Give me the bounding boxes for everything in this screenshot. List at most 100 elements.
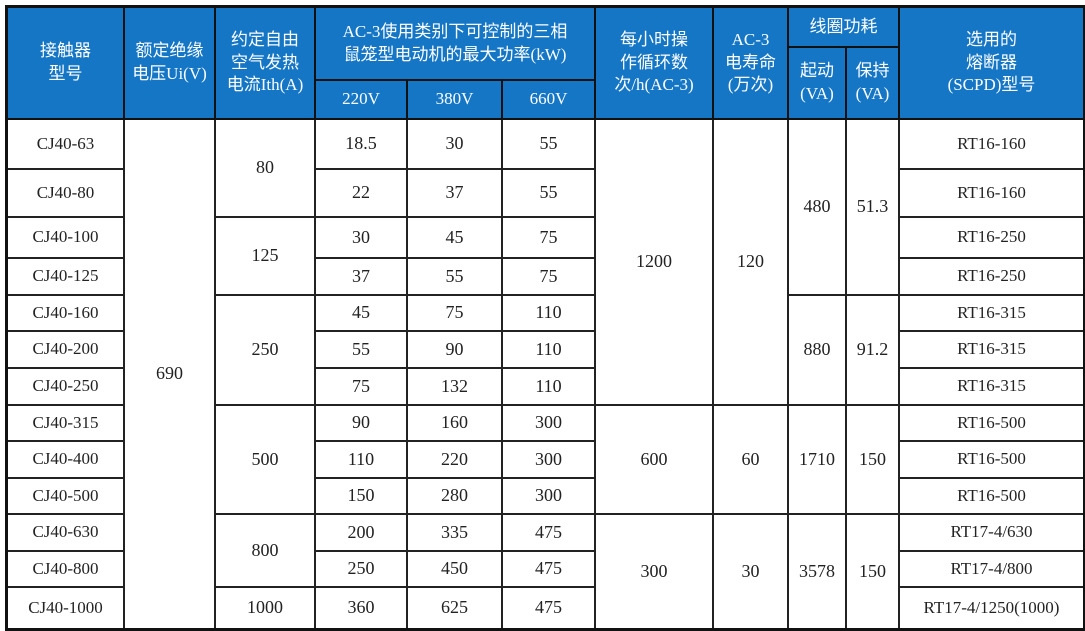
cell-start-1710: 1710	[789, 406, 847, 515]
cell-model-9: CJ40-500	[8, 479, 125, 515]
cell-p220-6: 75	[316, 369, 408, 406]
cell-model-0: CJ40-63	[8, 120, 125, 170]
cell-p380-0: 30	[408, 120, 503, 170]
cell-fuse-1: RT16-160	[900, 170, 1083, 218]
contactor-spec-table: 接触器 型号 额定绝缘 电压Ui(V) 约定自由 空气发热 电流Ith(A) A…	[5, 5, 1085, 631]
cell-p660-4: 110	[503, 296, 596, 332]
cell-model-2: CJ40-100	[8, 218, 125, 259]
cell-p380-9: 280	[408, 479, 503, 515]
cell-p660-3: 75	[503, 259, 596, 296]
cell-fuse-9: RT16-500	[900, 479, 1083, 515]
cell-model-6: CJ40-250	[8, 369, 125, 406]
cell-model-4: CJ40-160	[8, 296, 125, 332]
cell-start-3578: 3578	[789, 515, 847, 628]
cell-ith-125: 125	[216, 218, 316, 296]
cell-fuse-11: RT17-4/800	[900, 552, 1083, 588]
cell-p380-8: 220	[408, 442, 503, 479]
cell-model-7: CJ40-315	[8, 406, 125, 442]
cell-ops-300: 300	[596, 515, 714, 628]
cell-hold-150b: 150	[847, 515, 900, 628]
cell-hold-91-2: 91.2	[847, 296, 900, 406]
header-power-group: AC-3使用类别下可控制的三相 鼠笼型电动机的最大功率(kW)	[316, 8, 596, 81]
cell-p220-1: 22	[316, 170, 408, 218]
header-coil-group: 线圈功耗	[789, 8, 900, 48]
cell-p660-9: 300	[503, 479, 596, 515]
header-380v: 380V	[408, 81, 503, 120]
cell-p380-12: 625	[408, 588, 503, 628]
cell-ops-600: 600	[596, 406, 714, 515]
header-ith: 约定自由 空气发热 电流Ith(A)	[216, 8, 316, 120]
cell-fuse-6: RT16-315	[900, 369, 1083, 406]
header-ui: 额定绝缘 电压Ui(V)	[125, 8, 216, 120]
cell-p380-5: 90	[408, 332, 503, 369]
cell-p380-3: 55	[408, 259, 503, 296]
cell-p380-6: 132	[408, 369, 503, 406]
cell-fuse-12: RT17-4/1250(1000)	[900, 588, 1083, 628]
cell-p660-12: 475	[503, 588, 596, 628]
cell-p220-10: 200	[316, 515, 408, 552]
cell-start-880: 880	[789, 296, 847, 406]
cell-model-3: CJ40-125	[8, 259, 125, 296]
cell-model-10: CJ40-630	[8, 515, 125, 552]
cell-ith-80: 80	[216, 120, 316, 218]
cell-p380-2: 45	[408, 218, 503, 259]
cell-fuse-0: RT16-160	[900, 120, 1083, 170]
header-model: 接触器 型号	[8, 8, 125, 120]
cell-model-12: CJ40-1000	[8, 588, 125, 628]
cell-hold-51-3: 51.3	[847, 120, 900, 296]
cell-fuse-8: RT16-500	[900, 442, 1083, 479]
cell-p380-11: 450	[408, 552, 503, 588]
cell-fuse-4: RT16-315	[900, 296, 1083, 332]
cell-p660-6: 110	[503, 369, 596, 406]
cell-model-1: CJ40-80	[8, 170, 125, 218]
cell-p380-4: 75	[408, 296, 503, 332]
cell-p220-7: 90	[316, 406, 408, 442]
cell-ops-1200: 1200	[596, 120, 714, 406]
cell-model-8: CJ40-400	[8, 442, 125, 479]
header-life: AC-3 电寿命 (万次)	[714, 8, 789, 120]
header-fuse: 选用的 熔断器 (SCPD)型号	[900, 8, 1083, 120]
cell-p660-10: 475	[503, 515, 596, 552]
cell-ith-1000: 1000	[216, 588, 316, 628]
cell-model-11: CJ40-800	[8, 552, 125, 588]
header-coil-hold: 保持 (VA)	[847, 48, 900, 120]
cell-p380-7: 160	[408, 406, 503, 442]
cell-p220-3: 37	[316, 259, 408, 296]
cell-p220-9: 150	[316, 479, 408, 515]
cell-life-60: 60	[714, 406, 789, 515]
cell-fuse-7: RT16-500	[900, 406, 1083, 442]
cell-p220-0: 18.5	[316, 120, 408, 170]
cell-p220-11: 250	[316, 552, 408, 588]
header-660v: 660V	[503, 81, 596, 120]
cell-fuse-5: RT16-315	[900, 332, 1083, 369]
cell-ui-690: 690	[125, 120, 216, 628]
cell-p220-4: 45	[316, 296, 408, 332]
cell-fuse-2: RT16-250	[900, 218, 1083, 259]
cell-ith-800: 800	[216, 515, 316, 588]
cell-fuse-10: RT17-4/630	[900, 515, 1083, 552]
cell-start-480: 480	[789, 120, 847, 296]
cell-p660-2: 75	[503, 218, 596, 259]
cell-p220-2: 30	[316, 218, 408, 259]
cell-model-5: CJ40-200	[8, 332, 125, 369]
cell-p660-7: 300	[503, 406, 596, 442]
header-coil-start: 起动 (VA)	[789, 48, 847, 120]
cell-life-30: 30	[714, 515, 789, 628]
cell-p380-10: 335	[408, 515, 503, 552]
cell-hold-150a: 150	[847, 406, 900, 515]
cell-p220-12: 360	[316, 588, 408, 628]
cell-p660-8: 300	[503, 442, 596, 479]
cell-p660-0: 55	[503, 120, 596, 170]
cell-ith-250: 250	[216, 296, 316, 406]
cell-p660-11: 475	[503, 552, 596, 588]
header-ops: 每小时操 作循环数 次/h(AC-3)	[596, 8, 714, 120]
cell-ith-500: 500	[216, 406, 316, 515]
header-220v: 220V	[316, 81, 408, 120]
cell-p220-5: 55	[316, 332, 408, 369]
cell-p380-1: 37	[408, 170, 503, 218]
cell-life-120: 120	[714, 120, 789, 406]
cell-fuse-3: RT16-250	[900, 259, 1083, 296]
cell-p660-1: 55	[503, 170, 596, 218]
cell-p660-5: 110	[503, 332, 596, 369]
cell-p220-8: 110	[316, 442, 408, 479]
